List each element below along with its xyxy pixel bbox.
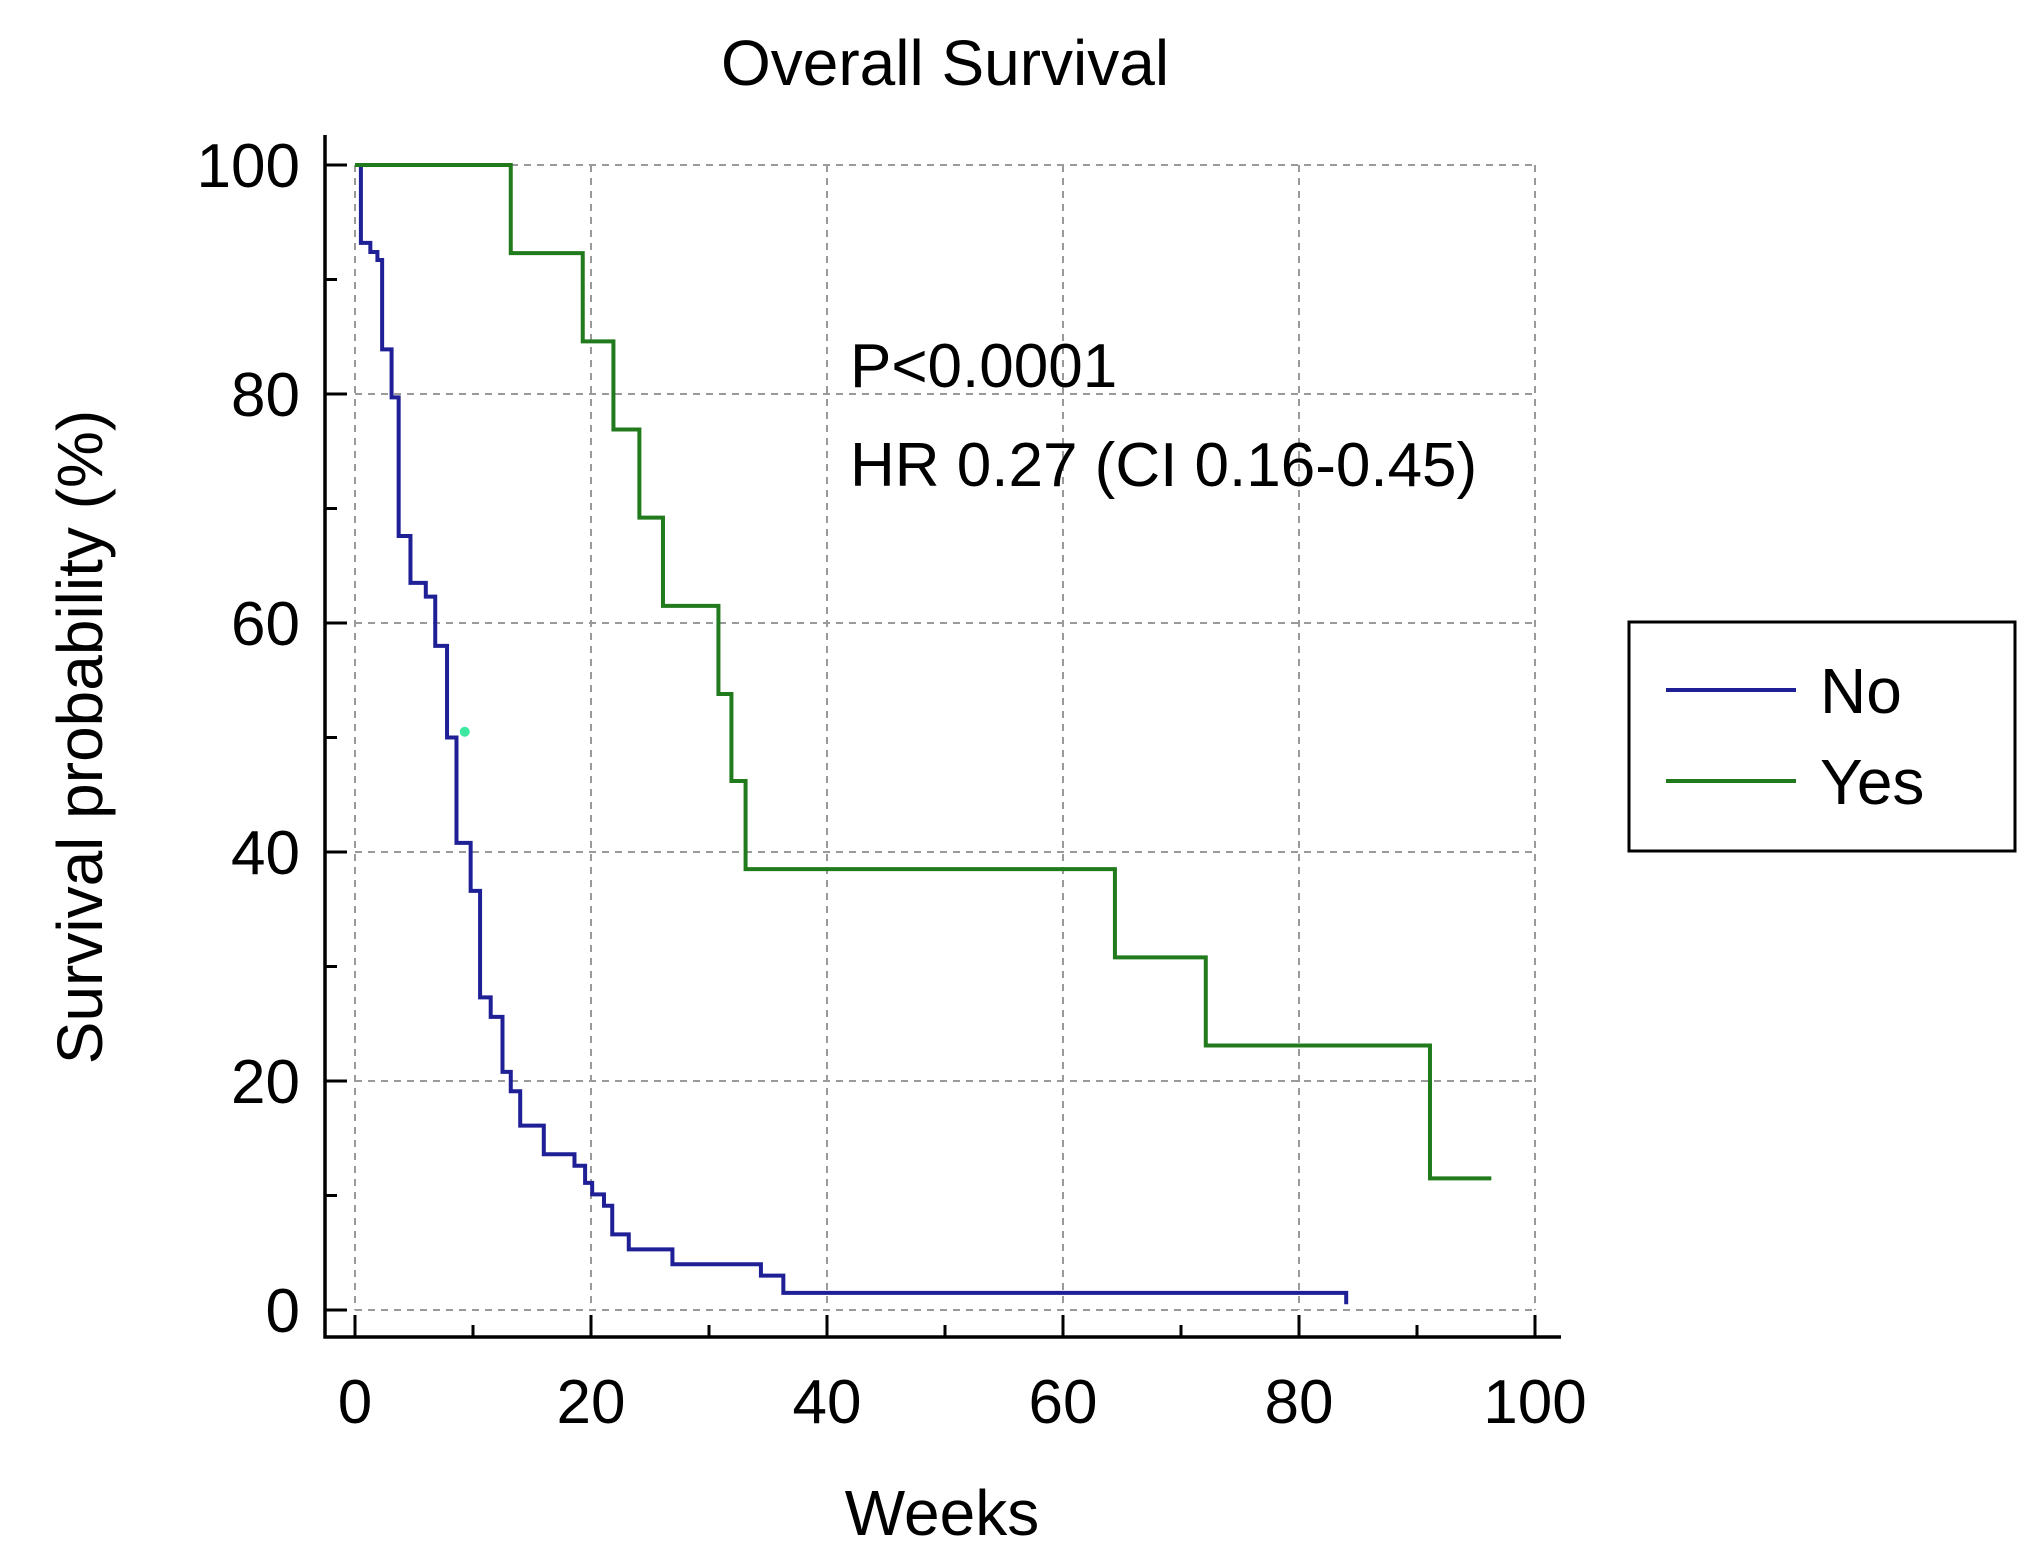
legend-label-no: No — [1820, 655, 1902, 727]
x-tick-label: 80 — [1265, 1368, 1334, 1437]
annotation-pvalue: P<0.0001 — [850, 332, 1117, 401]
y-tick-label: 40 — [231, 819, 300, 888]
series — [355, 163, 1492, 1305]
y-tick-labels: 0 20 40 60 80 100 — [197, 132, 300, 1346]
annotation-hazard-ratio: HR 0.27 (CI 0.16-0.45) — [850, 431, 1477, 500]
x-tick-label: 40 — [793, 1368, 862, 1437]
series-line-no — [355, 163, 1349, 1305]
series-line-yes — [355, 163, 1492, 1181]
y-axis-title: Survival probability (%) — [44, 410, 116, 1064]
ticks — [325, 163, 1537, 1337]
legend: No Yes — [1627, 620, 2017, 853]
x-tick-label: 100 — [1483, 1368, 1586, 1437]
legend-label-yes: Yes — [1820, 746, 1924, 818]
y-tick-label: 80 — [231, 361, 300, 430]
x-tick-labels: 0 20 40 60 80 100 — [338, 1368, 1587, 1437]
y-tick-label: 20 — [231, 1048, 300, 1117]
grid — [354, 164, 1536, 1311]
chart-title: Overall Survival — [721, 27, 1169, 99]
y-tick-label: 100 — [197, 132, 300, 201]
axis-lines — [323, 135, 1561, 1339]
x-axis-title: Weeks — [845, 1477, 1039, 1549]
censor-mark-no — [459, 726, 470, 737]
legend-box — [1627, 620, 2017, 853]
y-tick-label: 0 — [266, 1277, 300, 1346]
x-tick-label: 20 — [557, 1368, 626, 1437]
x-tick-label: 0 — [338, 1368, 372, 1437]
x-tick-label: 60 — [1029, 1368, 1098, 1437]
y-tick-label: 60 — [231, 590, 300, 659]
